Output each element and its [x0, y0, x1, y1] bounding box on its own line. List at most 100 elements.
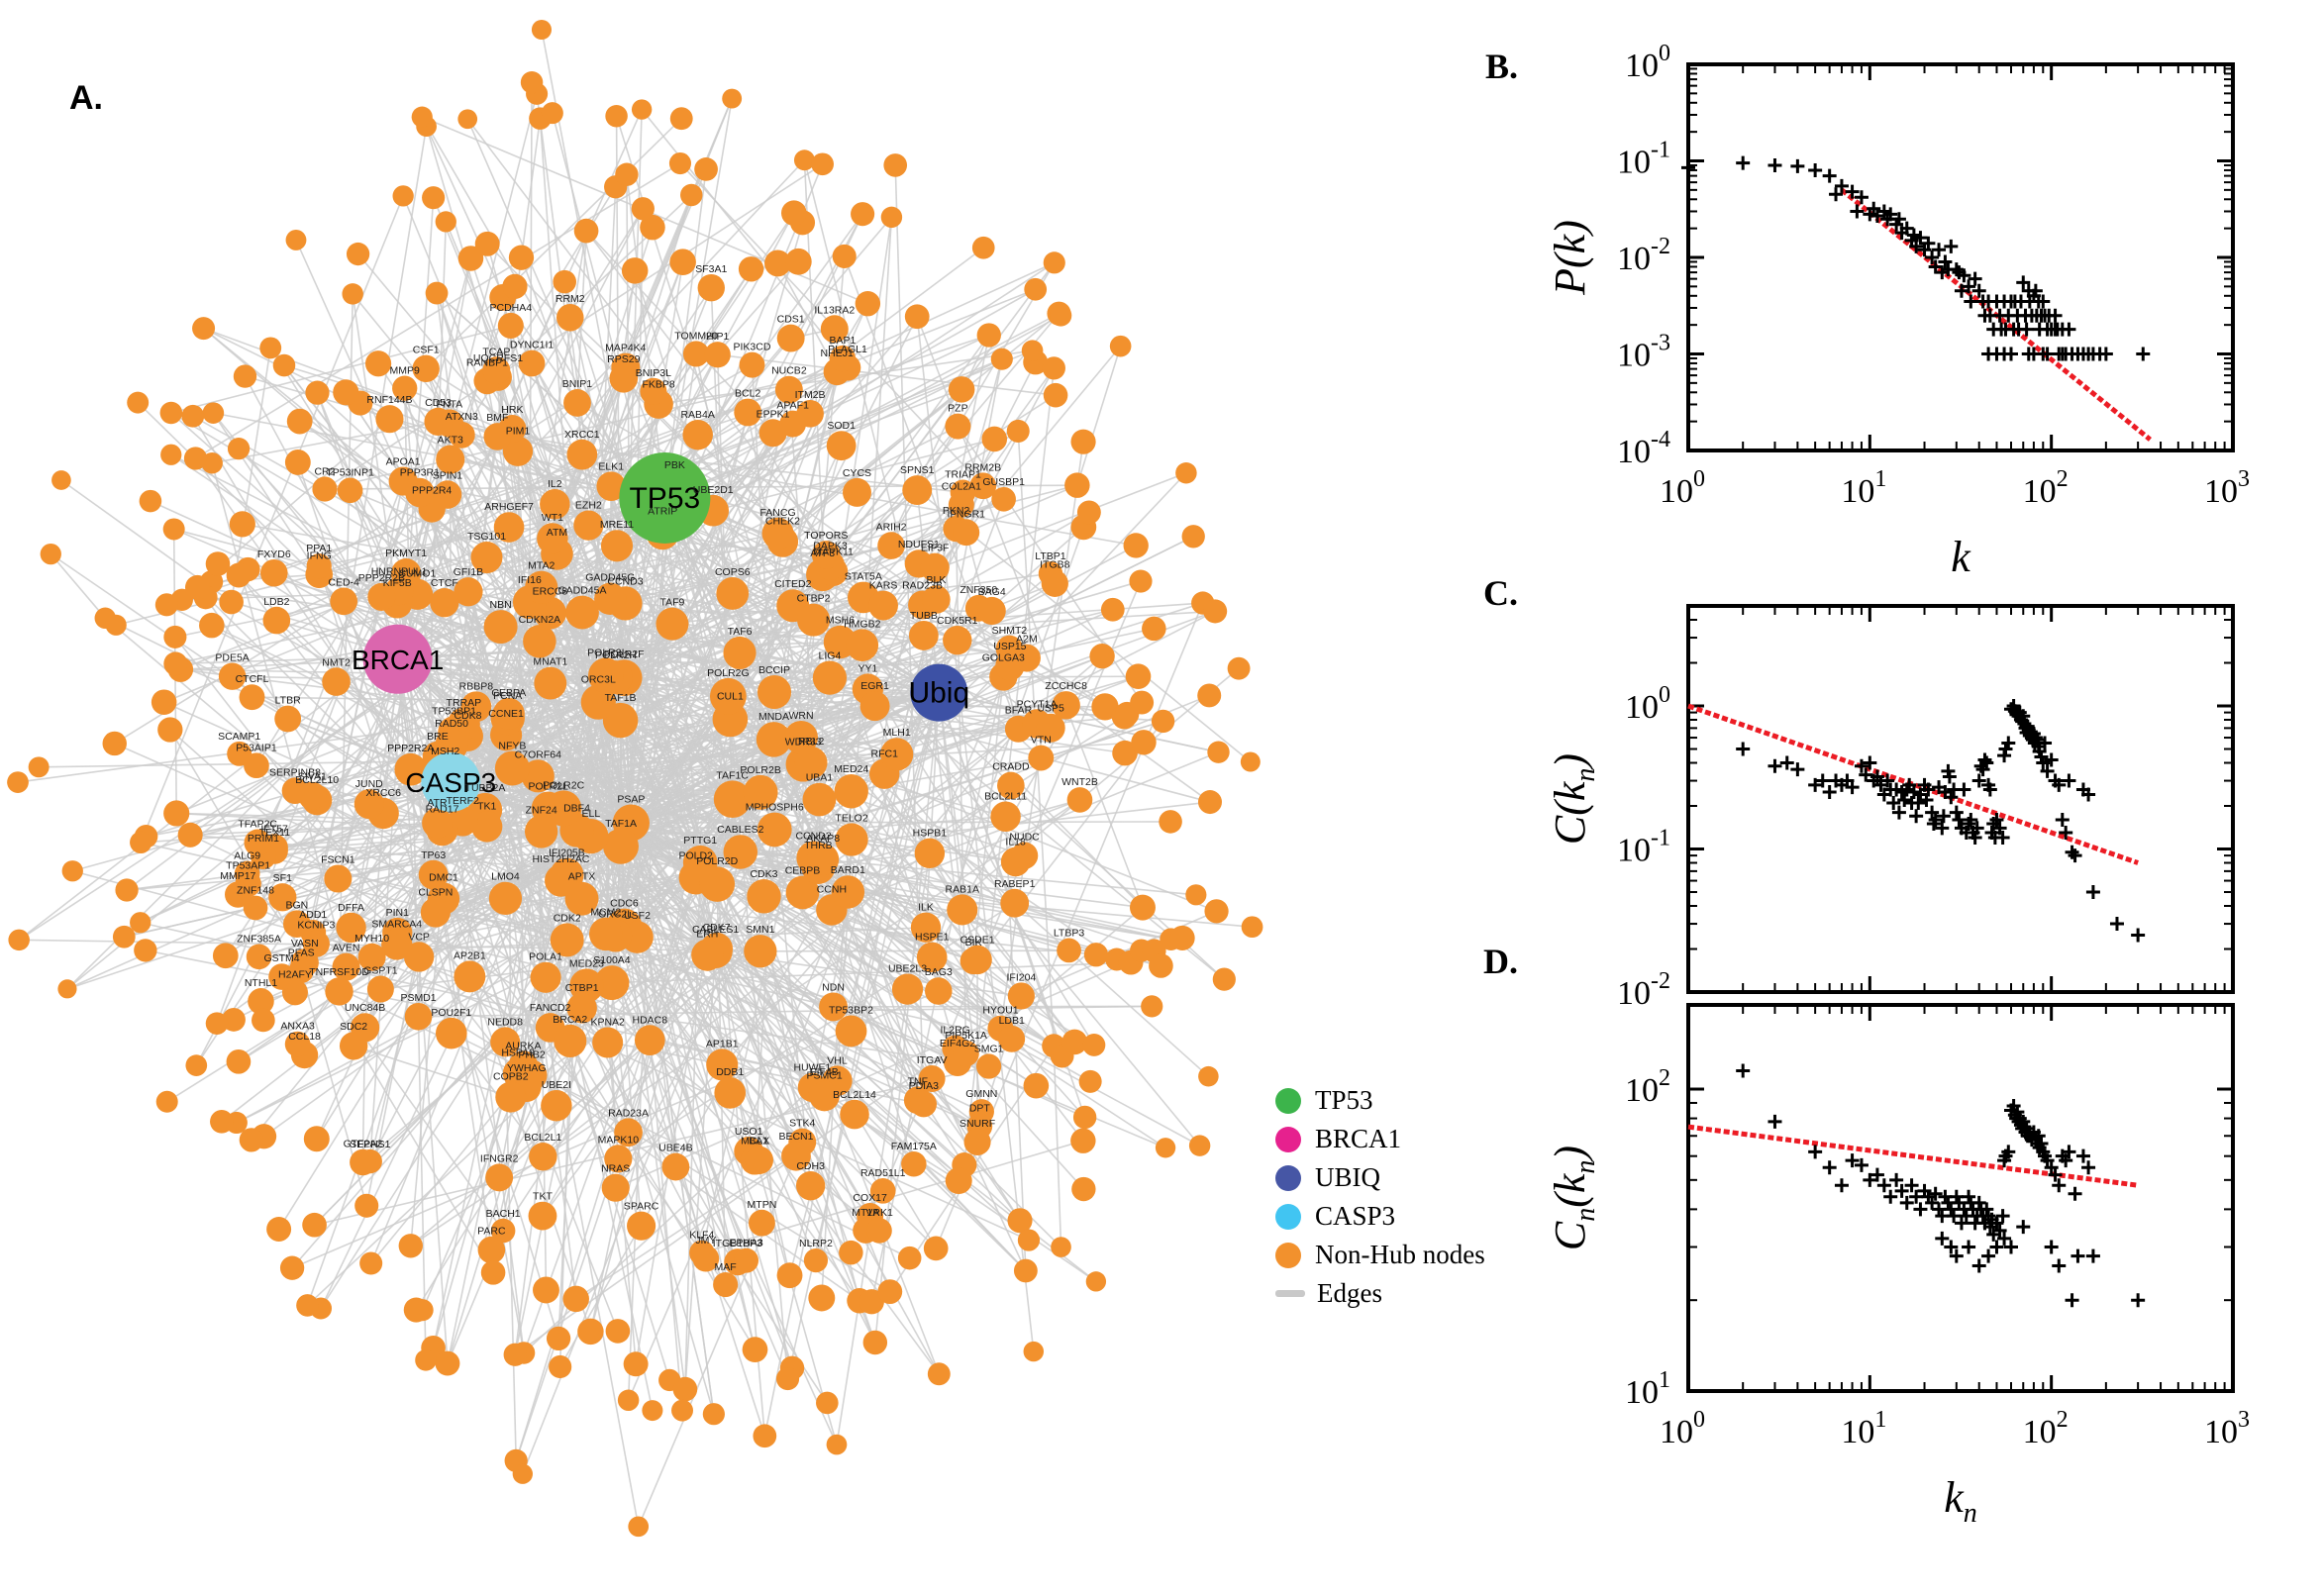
non-hub-node: [862, 1330, 888, 1355]
non-hub-node: [302, 1212, 327, 1238]
network-node-label: KLF4: [689, 1230, 714, 1242]
scatter-point: [1962, 1240, 1976, 1254]
network-node-label: DPT: [969, 1103, 991, 1115]
scatter-point: [1957, 782, 1971, 797]
network-node-label: NRAS: [601, 1163, 630, 1175]
non-hub-node: [811, 541, 841, 569]
non-hub-node: [305, 380, 330, 405]
scatter-point: [1968, 271, 1982, 286]
non-hub-node: [656, 607, 689, 641]
non-hub-node: [357, 943, 386, 971]
non-hub-node: [714, 1077, 747, 1109]
non-hub-node: [785, 875, 820, 910]
network-node-label: RRM2: [556, 293, 585, 305]
panel-b-label: B.: [1485, 47, 1519, 86]
network-node-label: NFYB: [498, 740, 526, 751]
non-hub-node: [855, 290, 881, 317]
edge-swatch-icon: [1275, 1290, 1305, 1297]
scatter-point: [2109, 917, 2124, 932]
non-hub-node: [350, 1148, 376, 1176]
network-node-label: TRRAP: [447, 697, 482, 709]
network-edge: [451, 580, 1142, 783]
scatter-point: [2040, 763, 2055, 778]
network-node-label: DDB1: [716, 1066, 744, 1078]
non-hub-node: [797, 603, 831, 637]
scatter-point: [1867, 201, 1881, 216]
scatter-point: [1886, 795, 1901, 810]
network-node-label: SHMT2: [992, 625, 1028, 637]
network-node-label: ARHGEF7: [484, 501, 534, 513]
network-edge: [450, 394, 1057, 783]
network-edge: [925, 692, 941, 928]
scatter-point: [2036, 294, 2051, 309]
network-edge: [833, 1005, 1153, 1008]
non-hub-node: [159, 401, 183, 425]
scatter-point: [1681, 160, 1695, 175]
y-tick-label: 10-1: [1617, 826, 1670, 869]
network-node-label: AVEN: [333, 943, 360, 954]
network-edge: [630, 822, 715, 1415]
non-hub-node: [601, 1173, 630, 1202]
network-node-label: RAD51L1: [860, 1167, 906, 1179]
network-node-label: NEDD8: [487, 1016, 523, 1028]
scatter-point: [1921, 782, 1936, 797]
non-hub-node: [953, 519, 980, 547]
scatter-point: [1854, 1157, 1868, 1172]
non-hub-node: [680, 183, 703, 207]
non-hub-node: [1197, 683, 1222, 708]
network-edge: [957, 906, 1144, 1063]
non-hub-node: [776, 324, 805, 352]
network-node-label: ITGB8: [1040, 559, 1070, 571]
network-node-label: ATM: [547, 527, 567, 539]
non-hub-node: [336, 912, 366, 944]
protein-network-graph: TP53 BRCA1 CASP3 Ubiq PSAP TAF1A TAF1B TAF1C PTT…: [7, 19, 1263, 1538]
non-hub-node: [743, 774, 778, 810]
non-hub-node: [244, 829, 271, 856]
network-node-label: KPNA2: [590, 1016, 625, 1028]
non-hub-node: [474, 231, 500, 256]
network-node-label: CSDE1: [960, 935, 995, 947]
legend-item-label: TP53: [1315, 1085, 1373, 1115]
non-hub-node: [531, 19, 552, 41]
network-edge: [432, 677, 625, 1348]
non-hub-node: [1188, 1135, 1211, 1156]
network-node-label: SF1: [273, 872, 292, 884]
network-node-label: STAT5A: [845, 571, 882, 583]
x-tick-label: 101: [1841, 1407, 1886, 1450]
non-hub-node: [802, 782, 837, 817]
non-hub-node: [493, 512, 525, 543]
network-node-label: UBE4B: [658, 1143, 692, 1154]
network-node-label: SMARCA4: [371, 918, 422, 930]
scatter-point: [1971, 1258, 1986, 1273]
network-edge: [397, 657, 1010, 667]
non-hub-node: [422, 186, 446, 210]
y-axis-label: P(k): [1546, 220, 1594, 296]
non-hub-node: [803, 1248, 829, 1273]
non-hub-node: [556, 303, 584, 332]
network-node-label: KIF5B: [383, 577, 412, 589]
y-tick-label: 101: [1625, 1367, 1670, 1411]
non-hub-node: [826, 431, 857, 461]
non-hub-node: [288, 957, 314, 984]
x-axis-label: kn: [1944, 1473, 1977, 1529]
scatter-point: [2003, 347, 2018, 361]
non-hub-node: [7, 771, 29, 793]
non-hub-node: [1197, 790, 1222, 815]
scatter-point: [1949, 262, 1964, 277]
network-edge: [313, 798, 734, 1226]
network-node-label: PIP5K1A: [945, 1030, 987, 1042]
non-hub-node: [239, 684, 265, 711]
network-node-label: RPS29: [607, 353, 640, 365]
network-node-label: TEX11: [259, 827, 290, 839]
network-node-label: FKBP8: [642, 378, 674, 390]
network-node-label: FSCN1: [321, 853, 355, 865]
network-edge: [353, 1045, 512, 1098]
non-hub-node: [366, 975, 394, 1003]
scatter-point: [1845, 1153, 1860, 1168]
scatter-point: [1891, 212, 1906, 227]
legend-item-ubiq: UBIQ: [1275, 1158, 1485, 1197]
network-edge: [442, 691, 940, 832]
non-hub-node: [1043, 382, 1068, 408]
non-hub-node: [281, 777, 309, 805]
network-node-label: PDE5A: [215, 651, 249, 663]
